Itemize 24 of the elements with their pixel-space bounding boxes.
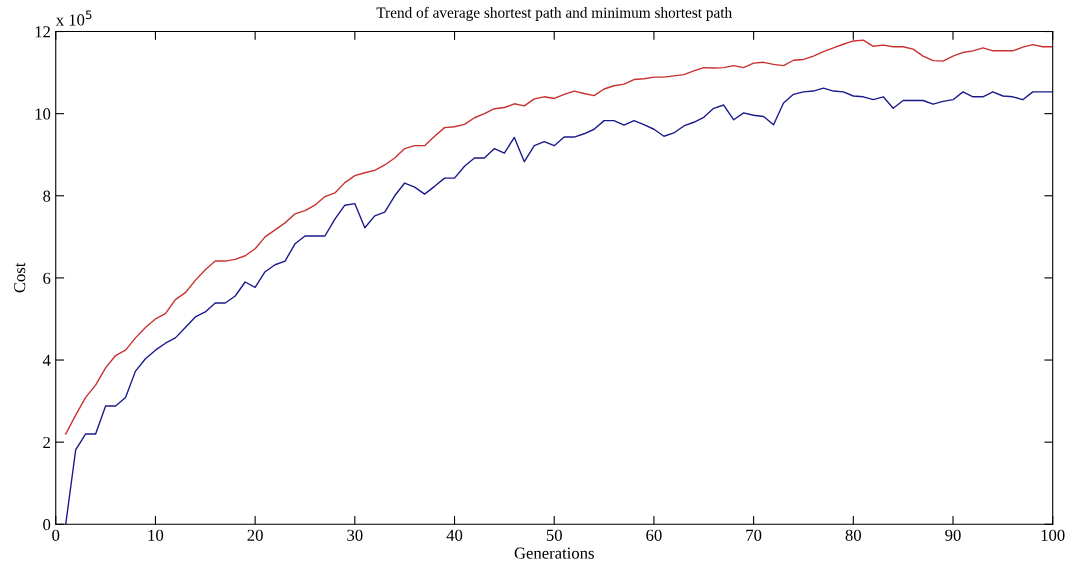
y-tick-label: 0 (43, 518, 51, 531)
x-tick-label: 50 (546, 529, 562, 541)
text: x 10$^{5}$ (55, 10, 92, 26)
y-tick-label: 4 (42, 354, 51, 366)
x-tick-label: 40 (446, 529, 463, 541)
x-tick-label: 90 (945, 529, 961, 541)
chart-title: Trend of average shortest path and minimum shortest path (376, 6, 732, 21)
x-tick-label: 100 (1041, 529, 1065, 541)
x-tick-label: 0 (52, 529, 60, 541)
line-series (65, 39, 1053, 435)
x-tick-label: 30 (347, 529, 363, 541)
y-tick-label: 2 (43, 436, 50, 448)
y-tick-label: 8 (43, 190, 51, 202)
line-series (65, 87, 1053, 525)
x-tick-label: 20 (247, 529, 263, 541)
x-tick-label: 60 (646, 529, 662, 541)
x-tick-label: 10 (148, 529, 164, 541)
y-tick-label: 6 (43, 272, 51, 284)
x-tick-label: 80 (845, 529, 862, 541)
y-axis-title: Cost (14, 262, 26, 293)
x-axis-title: Generations (514, 547, 594, 559)
x-tick-label: 70 (746, 529, 762, 541)
y-tick-label: 12 (35, 26, 50, 38)
y-tick-label: 10 (35, 108, 51, 120)
